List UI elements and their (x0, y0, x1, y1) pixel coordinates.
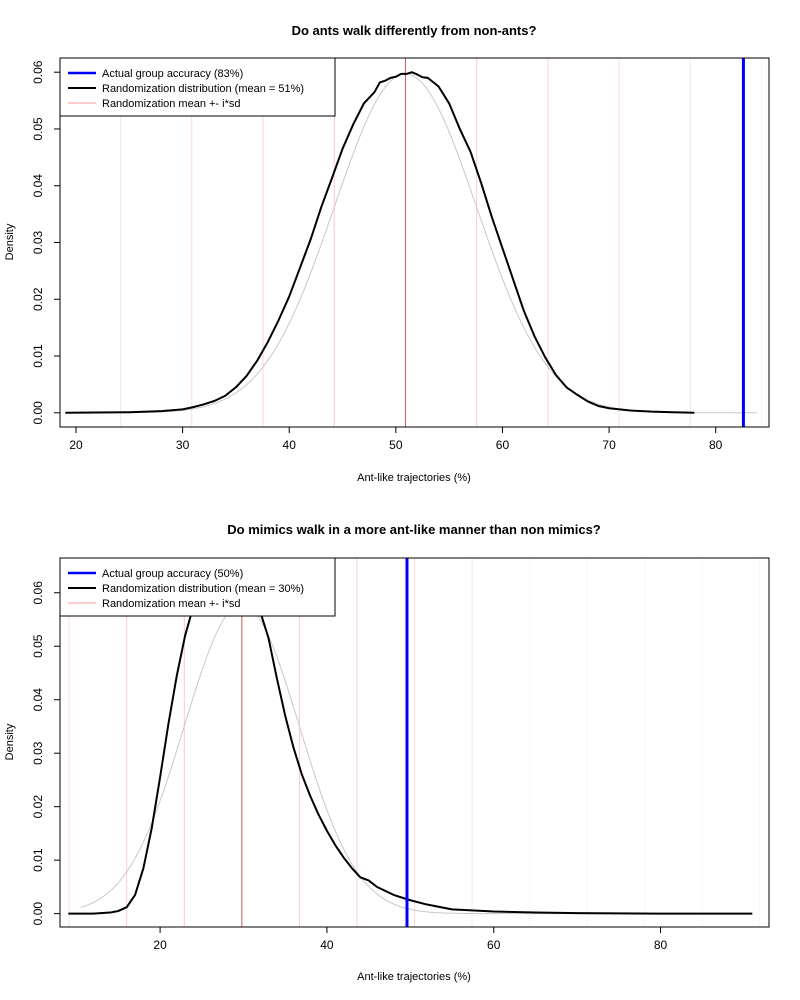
y-tick-label: 0.00 (31, 902, 45, 926)
x-tick-label: 60 (487, 938, 501, 952)
normal-fit-curve (139, 73, 757, 414)
legend: Actual group accuracy (83%) Randomizatio… (59, 57, 336, 117)
x-tick-label: 50 (389, 438, 403, 452)
y-tick-label: 0.01 (31, 848, 45, 872)
x-tick-label: 20 (153, 938, 167, 952)
x-tick-label: 60 (496, 438, 510, 452)
y-tick-label: 0.04 (31, 688, 45, 712)
y-tick-label: 0.01 (31, 344, 45, 368)
x-axis: 20 30 40 50 60 70 80 (69, 427, 723, 452)
legend-box (59, 57, 336, 117)
y-tick-label: 0.05 (31, 634, 45, 658)
plot-area (65, 58, 763, 427)
y-tick-label: 0.06 (31, 60, 45, 84)
x-tick-label: 40 (320, 938, 334, 952)
panel-ants-vs-nonants: Do ants walk differently from non-ants? … (4, 23, 770, 484)
y-tick-label: 0.02 (31, 795, 45, 819)
y-tick-label: 0.00 (31, 401, 45, 425)
legend-label-actual: Actual group accuracy (50%) (102, 568, 243, 580)
x-axis-label: Ant-like trajectories (%) (357, 971, 471, 983)
distribution-series (65, 71, 695, 414)
x-axis: 20 40 60 80 (153, 927, 668, 952)
legend-label-sd-lines: Randomization mean +- i*sd (102, 598, 241, 610)
distribution-series (68, 576, 753, 915)
x-axis-label: Ant-like trajectories (%) (357, 472, 471, 484)
y-axis: 0.00 0.01 0.02 0.03 0.04 0.05 0.06 (31, 581, 60, 926)
x-tick-label: 70 (602, 438, 616, 452)
x-tick-label: 80 (654, 938, 668, 952)
legend-box (59, 557, 336, 617)
y-tick-label: 0.03 (31, 230, 45, 254)
x-tick-label: 20 (69, 438, 83, 452)
legend-label-sd-lines: Randomization mean +- i*sd (102, 98, 241, 110)
y-axis-label: Density (4, 223, 16, 260)
legend: Actual group accuracy (50%) Randomizatio… (59, 557, 336, 617)
x-tick-label: 40 (283, 438, 297, 452)
y-tick-label: 0.03 (31, 741, 45, 765)
y-tick-label: 0.05 (31, 117, 45, 141)
x-tick-label: 80 (709, 438, 723, 452)
chart-title: Do mimics walk in a more ant-like manner… (227, 522, 601, 537)
plot-frame (59, 557, 770, 928)
normal-fit-curve (80, 603, 743, 915)
y-tick-label: 0.04 (31, 174, 45, 198)
legend-label-actual: Actual group accuracy (83%) (102, 68, 243, 80)
y-axis: 0.00 0.01 0.02 0.03 0.04 0.05 0.06 (31, 60, 60, 424)
plot-area (68, 558, 761, 927)
y-tick-label: 0.06 (31, 581, 45, 605)
panel-mimics-vs-nonmimics: Do mimics walk in a more ant-like manner… (4, 522, 770, 983)
legend-label-distribution: Randomization distribution (mean = 30%) (102, 583, 304, 595)
y-tick-label: 0.02 (31, 287, 45, 311)
chart-title: Do ants walk differently from non-ants? (292, 23, 537, 38)
y-axis-label: Density (4, 723, 16, 760)
x-tick-label: 30 (176, 438, 190, 452)
legend-label-distribution: Randomization distribution (mean = 51%) (102, 83, 304, 95)
